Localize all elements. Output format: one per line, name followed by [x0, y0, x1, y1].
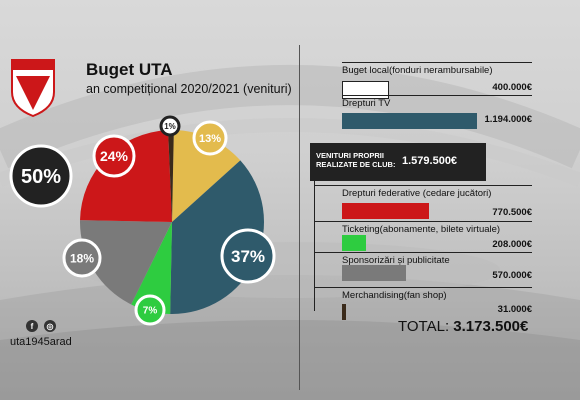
pie-slice-label: 24%: [92, 134, 136, 178]
row-divider: [342, 95, 532, 96]
bar: [342, 113, 477, 129]
pie-slice-label: 37%: [220, 228, 276, 284]
chart-title: Buget UTA: [86, 60, 173, 79]
club-logo: [11, 59, 55, 118]
row-divider: [314, 287, 532, 288]
svg-text:37%: 37%: [231, 247, 265, 266]
chart-subtitle: an competițional 2020/2021 (venituri): [86, 82, 292, 96]
pie-slice-label: 7%: [134, 294, 166, 326]
own-revenue-box: VENITURI PROPRII REALIZATE DE CLUB: 1.57…: [310, 143, 486, 181]
pie-slice: [131, 222, 172, 314]
bar: [342, 304, 346, 320]
pie-slice: [80, 220, 172, 305]
pie-slice: [168, 130, 174, 222]
bar: [342, 265, 407, 281]
group-bracket: [314, 181, 315, 311]
bar-category-label: Buget local(fonduri nerambursabile): [342, 65, 493, 76]
total-label: TOTAL:: [398, 318, 450, 335]
bar-category-label: Merchandising(fan shop): [342, 290, 447, 301]
bar-value-label: 770.500€: [492, 207, 532, 218]
bar-category-label: Drepturi TV: [342, 98, 391, 109]
pie-chart: 13% 37% 7% 18% 24% 1% 50%: [9, 115, 276, 326]
bar-value-label: 570.000€: [492, 270, 532, 281]
facebook-icon[interactable]: f: [26, 320, 38, 332]
bar-category-label: Ticketing(abonamente, bilete virtuale): [342, 224, 501, 235]
total-line: TOTAL: 3.173.500€: [398, 318, 528, 335]
bar-value-label: 31.000€: [497, 304, 532, 315]
bar-value-label: 400.000€: [492, 82, 532, 93]
bar-value-label: 208.000€: [492, 239, 532, 250]
total-value: 3.173.500€: [453, 318, 529, 335]
section-divider: [299, 45, 300, 390]
bar-category-label: Sponsorizări și publicitate: [342, 255, 450, 266]
highlight-bubble: 50%: [9, 144, 73, 208]
pie-slice-label: 13%: [192, 120, 228, 156]
svg-text:1%: 1%: [164, 122, 176, 131]
own-revenue-label: VENITURI PROPRII REALIZATE DE CLUB:: [316, 151, 396, 169]
row-divider: [342, 62, 532, 63]
pie-slice: [172, 130, 241, 222]
instagram-icon[interactable]: ◎: [44, 320, 56, 332]
own-revenue-value: 1.579.500€: [402, 155, 458, 167]
pie-slice: [80, 130, 172, 222]
row-divider: [314, 221, 532, 222]
svg-text:13%: 13%: [199, 133, 221, 145]
bar: [342, 81, 390, 99]
svg-text:18%: 18%: [70, 251, 94, 265]
bar-value-label: 1.194.000€: [484, 114, 532, 125]
svg-text:7%: 7%: [143, 306, 158, 317]
social-handle: uta1945arad: [10, 336, 72, 348]
svg-text:24%: 24%: [100, 148, 129, 164]
bar-category-label: Drepturi federative (cedare jucători): [342, 188, 492, 199]
row-divider: [314, 185, 532, 186]
row-divider: [314, 252, 532, 253]
bar: [342, 235, 366, 251]
pie-slice-label: 1%: [159, 115, 181, 137]
pie-slice-label: 18%: [62, 238, 102, 278]
svg-text:50%: 50%: [21, 166, 61, 188]
bar: [342, 203, 430, 219]
